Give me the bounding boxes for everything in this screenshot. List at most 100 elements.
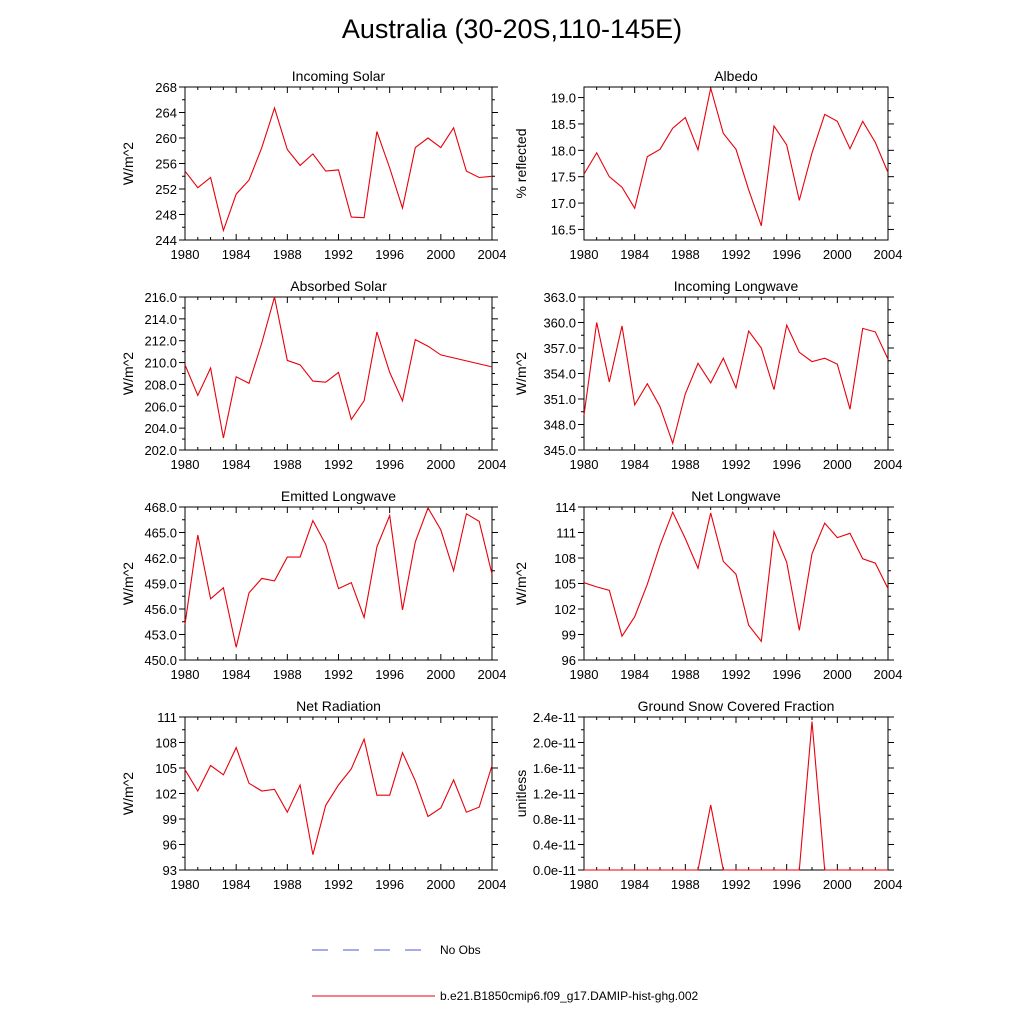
x-tick-label: 1992 [324, 457, 353, 472]
y-tick-label: 0.8e-11 [533, 812, 576, 827]
x-tick-label: 2004 [478, 247, 507, 262]
panel-title: Incoming Longwave [674, 278, 799, 294]
y-tick-label: 244 [155, 233, 177, 248]
y-tick-label: 1.2e-11 [533, 787, 576, 802]
x-tick-label: 1984 [620, 877, 649, 892]
x-tick-label: 2000 [823, 877, 852, 892]
y-tick-label: 354.0 [543, 367, 576, 382]
y-tick-label: 99 [163, 812, 177, 827]
series-line [184, 737, 493, 855]
panel-title: Ground Snow Covered Fraction [638, 698, 835, 714]
y-tick-label: 1.6e-11 [533, 761, 576, 776]
plot-frame [583, 86, 889, 241]
panel-title: Albedo [714, 68, 758, 84]
y-tick-label: 93 [163, 863, 177, 878]
y-axis-label: W/m^2 [120, 142, 136, 185]
y-tick-label: 268 [155, 80, 177, 95]
y-axis-label: W/m^2 [513, 562, 529, 605]
x-tick-label: 1980 [171, 667, 200, 682]
x-tick-label: 2004 [874, 877, 903, 892]
y-tick-label: 18.5 [551, 117, 576, 132]
y-axis-label: W/m^2 [513, 352, 529, 395]
x-tick-label: 1984 [222, 667, 251, 682]
x-tick-label: 2004 [874, 247, 903, 262]
y-tick-label: 17.0 [551, 196, 576, 211]
y-tick-label: 453.0 [144, 628, 177, 643]
x-tick-label: 1984 [222, 247, 251, 262]
y-tick-label: 214.0 [144, 312, 177, 327]
y-tick-label: 360.0 [543, 316, 576, 331]
y-tick-label: 212.0 [144, 334, 177, 349]
y-tick-label: 348.0 [543, 418, 576, 433]
y-tick-label: 456.0 [144, 602, 177, 617]
panel-5: Emitted Longwave 1980 1984 1988 1992 1996 2000… [120, 488, 506, 682]
x-tick-label: 1988 [273, 667, 302, 682]
x-tick-label: 2004 [478, 877, 507, 892]
y-tick-label: 2.0e-11 [533, 736, 576, 751]
y-tick-label: 18.0 [551, 143, 576, 158]
panel-8: Ground Snow Covered Fraction 1980 1984 1988… [513, 698, 902, 892]
x-tick-label: 1988 [273, 457, 302, 472]
panel-6: Net Longwave 1980 1984 1988 1992 1996 2000 2004… [513, 488, 902, 682]
series-line [583, 510, 889, 643]
plot-frame [184, 86, 493, 241]
x-tick-label: 1992 [722, 247, 751, 262]
x-tick-label: 1996 [772, 247, 801, 262]
x-tick-label: 2004 [874, 457, 903, 472]
y-tick-label: 102 [554, 602, 576, 617]
x-tick-label: 1980 [570, 457, 599, 472]
x-tick-label: 1996 [772, 667, 801, 682]
y-tick-label: 105 [554, 577, 576, 592]
y-tick-label: 96 [562, 653, 576, 668]
y-tick-label: 102 [155, 787, 177, 802]
x-tick-label: 1984 [620, 667, 649, 682]
x-tick-label: 2004 [874, 667, 903, 682]
y-axis-label: unitless [513, 770, 529, 817]
panel-1: Incoming Solar 1980 1984 1988 1992 1996 2000 20… [120, 68, 506, 262]
y-tick-label: 264 [155, 106, 177, 121]
y-tick-label: 111 [157, 710, 177, 725]
y-tick-label: 351.0 [543, 392, 576, 407]
x-tick-label: 1992 [324, 247, 353, 262]
y-tick-label: 252 [155, 182, 177, 197]
plot-frame [583, 506, 889, 661]
x-tick-label: 1996 [375, 457, 404, 472]
x-tick-label: 2000 [426, 877, 455, 892]
x-tick-label: 1996 [375, 877, 404, 892]
panel-4: Incoming Longwave 1980 1984 1988 1992 1996 200… [513, 278, 902, 472]
x-tick-label: 1996 [772, 877, 801, 892]
y-tick-label: 256 [155, 157, 177, 172]
x-tick-label: 2004 [478, 667, 507, 682]
y-tick-label: 206.0 [144, 399, 177, 414]
y-tick-label: 363.0 [543, 290, 576, 305]
legend-label-model: b.e21.B1850cmip6.f09_g17.DAMIP-hist-ghg.… [440, 989, 698, 1003]
y-tick-label: 204.0 [144, 421, 177, 436]
plot-frame [583, 716, 889, 871]
y-tick-label: 16.5 [551, 222, 576, 237]
y-tick-label: 96 [163, 838, 177, 853]
y-tick-label: 111 [556, 526, 576, 541]
y-tick-label: 468.0 [144, 500, 177, 515]
x-tick-label: 2000 [426, 457, 455, 472]
y-tick-label: 216.0 [144, 290, 177, 305]
x-tick-label: 1988 [671, 877, 700, 892]
series-line [583, 87, 889, 226]
x-tick-label: 2000 [823, 457, 852, 472]
y-tick-label: 459.0 [144, 577, 177, 592]
y-tick-label: 208.0 [144, 377, 177, 392]
x-tick-label: 1996 [375, 247, 404, 262]
x-tick-label: 1984 [620, 247, 649, 262]
y-tick-label: 114 [555, 500, 576, 515]
y-tick-label: 345.0 [543, 443, 576, 458]
y-tick-label: 462.0 [144, 551, 177, 566]
y-tick-label: 99 [562, 628, 576, 643]
y-tick-label: 465.0 [144, 526, 177, 541]
x-tick-label: 2000 [426, 247, 455, 262]
y-tick-label: 248 [155, 208, 177, 223]
x-tick-label: 1988 [273, 877, 302, 892]
x-tick-label: 1984 [620, 457, 649, 472]
x-tick-label: 1996 [772, 457, 801, 472]
y-axis-label: W/m^2 [120, 772, 136, 815]
x-tick-label: 1992 [324, 667, 353, 682]
